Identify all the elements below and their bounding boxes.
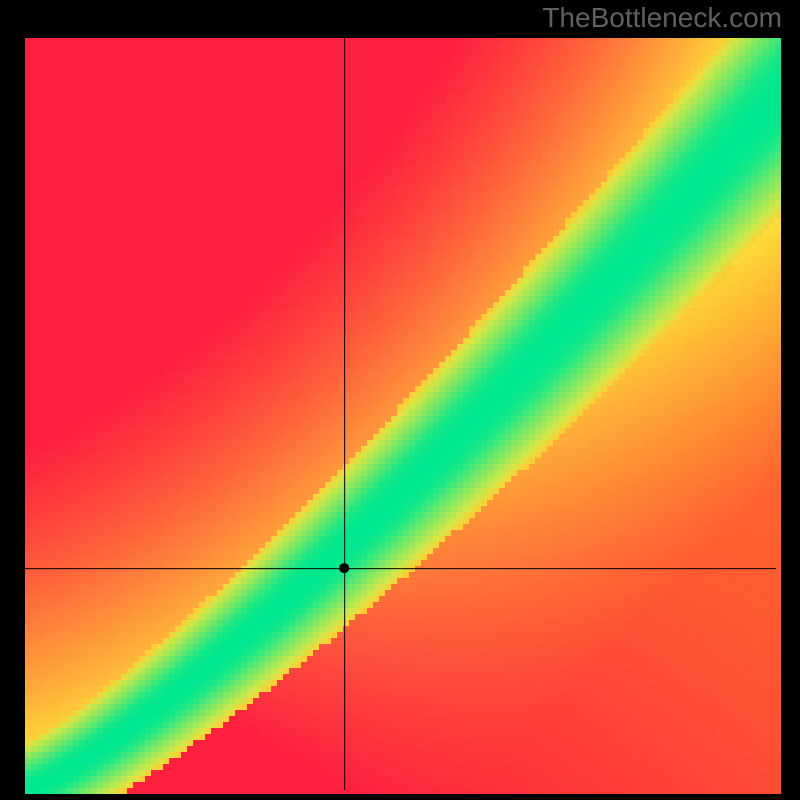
watermark-text: TheBottleneck.com [542,2,782,34]
chart-container: { "watermark": { "text": "TheBottleneck.… [0,0,800,800]
bottleneck-heatmap [0,0,800,800]
